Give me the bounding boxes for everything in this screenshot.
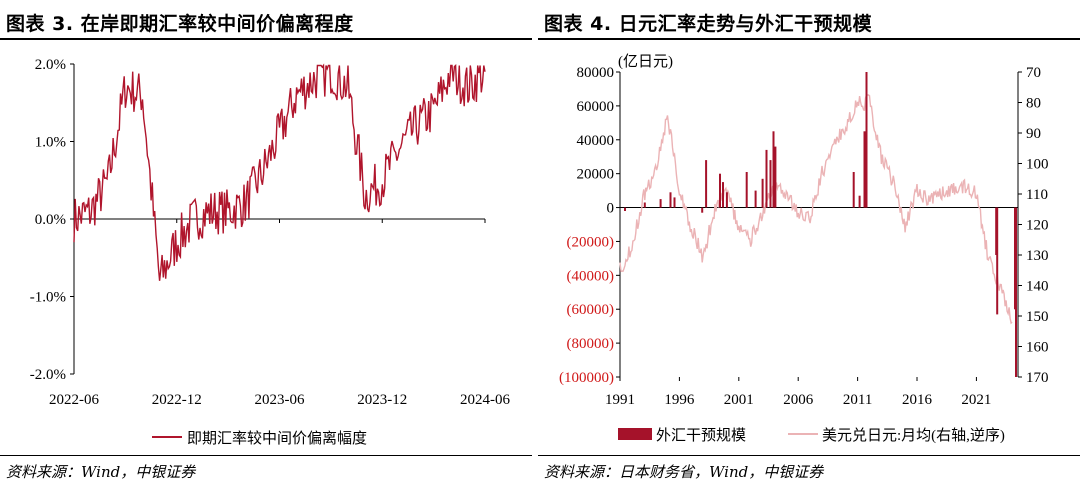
intervention-bar: [705, 160, 708, 208]
right-y-tick-label: 120: [1026, 218, 1049, 234]
intervention-bar: [996, 207, 999, 315]
x-tick-label: 1996: [664, 392, 695, 408]
series-line-usdjpy: [619, 94, 1013, 325]
intervention-bar: [722, 182, 724, 208]
right-y-tick-label: 160: [1026, 340, 1049, 356]
legend-label-line: 美元兑日元:月均(右轴,逆序): [822, 427, 1005, 444]
legend-swatch-bar: [618, 428, 652, 440]
y-unit-label: (亿日元): [618, 53, 673, 70]
intervention-bar: [643, 202, 646, 208]
intervention-bar: [725, 192, 728, 208]
intervention-bar: [673, 197, 676, 208]
x-tick-label: 2001: [724, 392, 754, 408]
intervention-bar: [863, 131, 866, 208]
intervention-bar: [719, 173, 721, 208]
x-tick-label: 2006: [783, 392, 814, 408]
y-tick-label: 2.0%: [35, 57, 66, 73]
figure-3-title: 图表 3. 在岸即期汇率较中间价偏离程度: [6, 13, 354, 35]
right-y-tick-label: 90: [1026, 126, 1041, 142]
right-y-tick-label: 100: [1026, 157, 1049, 173]
left-y-tick-label: (20000): [567, 234, 615, 250]
left-y-tick-label: 80000: [577, 65, 615, 81]
intervention-bar: [865, 72, 868, 208]
x-tick-label: 2016: [902, 392, 933, 408]
intervention-bar: [852, 172, 855, 208]
left-y-tick-label: (60000): [567, 302, 615, 318]
left-y-tick-label: 20000: [577, 167, 615, 183]
yen-intervention-chart: (亿日元)80000 60000 40000 20000 0 (20000) (40000)…: [559, 53, 1049, 444]
intervention-bar: [858, 195, 861, 208]
intervention-bar: [772, 131, 775, 208]
left-y-tick-label: 40000: [577, 133, 615, 149]
legend-label: 即期汇率较中间价偏离幅度: [187, 429, 367, 447]
x-tick-label: 2021: [961, 392, 991, 408]
intervention-bar: [624, 207, 626, 211]
series-line-deviation: [73, 63, 486, 281]
right-y-tick-label: 150: [1026, 309, 1049, 325]
right-y-tick-label: 70: [1026, 65, 1041, 81]
left-y-tick-label: 0: [607, 201, 615, 217]
intervention-bar: [774, 146, 777, 208]
source-rule: [0, 455, 532, 456]
deviation-line-chart: 2.0% 1.0% 0.0% -1.0% -2.0% 2022-06 2022-12 2023…: [30, 57, 511, 447]
figure-3-source: 资料来源：Wind，中银证券: [6, 463, 196, 481]
right-y-tick-label: 110: [1026, 187, 1048, 203]
intervention-bar: [1015, 207, 1017, 377]
figure-3-panel: 图表 3. 在岸即期汇率较中间价偏离程度 2.0% 1.0% 0.0% -1.0% -2…: [0, 0, 532, 489]
title-rule: [538, 38, 1080, 40]
x-tick-label: 2023-06: [255, 392, 305, 408]
y-tick-label: 1.0%: [35, 135, 66, 151]
x-tick-label: 2022-12: [152, 392, 202, 408]
figure-4-panel: 图表 4. 日元汇率走势与外汇干预规模 (亿日元) 80000 60000 40000…: [538, 0, 1080, 489]
intervention-bar: [701, 207, 704, 213]
right-y-tick-label: 80: [1026, 96, 1041, 112]
x-tick-label: 1991: [605, 392, 635, 408]
figure-4-title: 图表 4. 日元汇率走势与外汇干预规模: [544, 13, 873, 35]
left-y-tick-label: (40000): [567, 268, 615, 284]
left-y-tick-label: (80000): [567, 336, 615, 352]
y-tick-label: -1.0%: [30, 290, 66, 306]
left-y-tick-label: 60000: [577, 99, 615, 115]
intervention-bar: [769, 160, 772, 208]
legend-label-bar: 外汇干预规模: [656, 427, 746, 444]
left-y-tick-label: (100000): [559, 370, 614, 386]
x-tick-label: 2011: [843, 392, 872, 408]
source-rule: [538, 455, 1080, 456]
y-tick-label: -2.0%: [30, 367, 66, 383]
intervention-bar: [659, 199, 662, 208]
title-rule: [0, 38, 532, 40]
right-y-tick-label: 130: [1026, 248, 1049, 264]
figure-4-source: 资料来源：日本财务省，Wind，中银证券: [544, 463, 824, 481]
x-tick-label: 2024-06: [460, 392, 510, 408]
y-tick-label: 0.0%: [35, 212, 66, 228]
intervention-bar: [761, 178, 764, 208]
x-tick-label: 2023-12: [357, 392, 407, 408]
intervention-bar: [765, 149, 768, 208]
intervention-bar: [669, 192, 672, 208]
x-tick-label: 2022-06: [49, 392, 99, 408]
right-y-tick-label: 170: [1026, 370, 1049, 386]
right-y-tick-label: 140: [1026, 279, 1049, 295]
intervention-bar: [745, 172, 748, 208]
intervention-bar: [754, 190, 757, 208]
